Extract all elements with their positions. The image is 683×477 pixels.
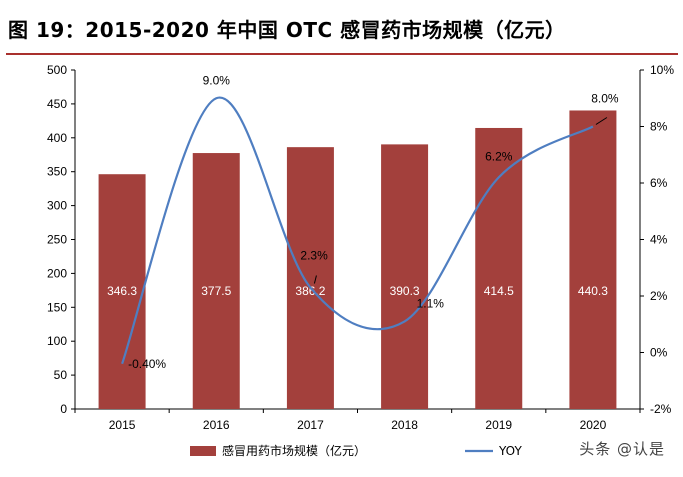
yoy-data-label: 8.0% [591, 92, 619, 106]
bar [98, 174, 146, 409]
x-tick-label: 2020 [580, 418, 607, 432]
bar-data-label: 440.3 [578, 284, 608, 298]
yoy-data-label: 1.1% [417, 296, 445, 310]
legend-bar-label: 感冒用药市场规模（亿元） [222, 443, 366, 458]
yoy-leader-line [595, 117, 608, 125]
watermark: 头条 @认是 [579, 440, 665, 458]
bar [381, 144, 429, 410]
x-tick-label: 2015 [109, 418, 136, 432]
left-tick-label: 500 [47, 63, 67, 77]
legend-bar-swatch [190, 446, 216, 456]
yoy-data-label: -0.40% [128, 357, 166, 371]
bar [286, 147, 334, 409]
right-tick-label: 2% [650, 289, 668, 303]
x-tick-label: 2016 [203, 418, 230, 432]
right-tick-label: 8% [650, 120, 668, 134]
left-tick-label: 150 [47, 300, 67, 314]
bar-data-label: 346.3 [107, 284, 137, 298]
legend-line-label: YOY [498, 444, 522, 458]
right-tick-label: 0% [650, 346, 668, 360]
chart-title: 图 19：2015-2020 年中国 OTC 感冒药市场规模（亿元） [8, 18, 566, 42]
x-tick-label: 2017 [297, 418, 324, 432]
left-tick-label: 400 [47, 131, 67, 145]
left-tick-label: 450 [47, 97, 67, 111]
left-tick-label: 100 [47, 334, 67, 348]
left-tick-label: 0 [60, 402, 67, 416]
left-tick-label: 300 [47, 199, 67, 213]
bar [475, 127, 523, 410]
bar-data-label: 414.5 [484, 284, 514, 298]
yoy-line [121, 96, 594, 365]
bar-data-label: 386.2 [295, 284, 325, 298]
bar-data-label: 377.5 [201, 284, 231, 298]
bar-data-label: 390.3 [390, 284, 420, 298]
bar [192, 153, 240, 409]
yoy-leader-line [313, 275, 317, 284]
right-tick-label: -2% [650, 402, 672, 416]
right-tick-label: 10% [650, 63, 674, 77]
left-tick-label: 350 [47, 165, 67, 179]
yoy-data-label: 2.3% [300, 249, 328, 263]
left-tick-label: 50 [54, 368, 68, 382]
left-tick-label: 200 [47, 266, 67, 280]
right-tick-label: 6% [650, 176, 668, 190]
right-tick-label: 4% [650, 233, 668, 247]
x-tick-label: 2019 [485, 418, 512, 432]
left-tick-label: 250 [47, 233, 67, 247]
x-tick-label: 2018 [391, 418, 418, 432]
yoy-data-label: 9.0% [203, 73, 231, 87]
yoy-data-label: 6.2% [485, 149, 513, 163]
title-divider [6, 53, 678, 55]
bar [569, 110, 617, 410]
